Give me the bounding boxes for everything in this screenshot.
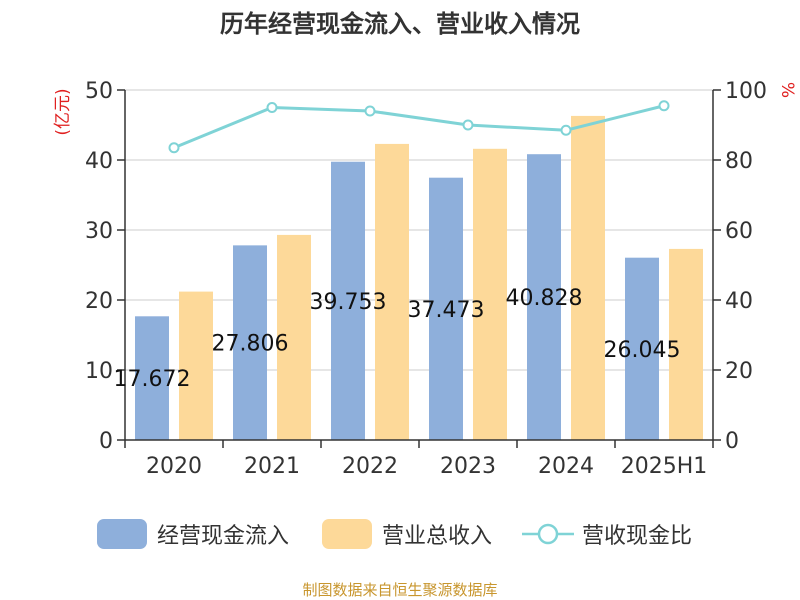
x-tick-label: 2025H1 (621, 454, 708, 479)
x-tick-label: 2020 (146, 454, 202, 479)
data-label-cash-inflow: 17.672 (114, 367, 191, 392)
bar-cash-inflow (331, 161, 365, 440)
y-left-tick-label: 0 (99, 429, 113, 454)
legend-item-revenue[interactable]: 营业总收入 (322, 518, 492, 550)
data-label-cash-inflow: 40.828 (506, 286, 583, 311)
bar-cash-inflow (233, 245, 267, 440)
y-right-axis-label: % (777, 82, 797, 98)
y-left-tick-label: 50 (85, 79, 113, 104)
x-tick-label: 2023 (440, 454, 496, 479)
legend-label-cash-inflow: 经营现金流入 (157, 524, 290, 549)
bar-cash-inflow (429, 177, 463, 440)
ratio-point (658, 100, 670, 112)
x-tick-label: 2021 (244, 454, 300, 479)
legend-item-ratio[interactable]: 营收现金比 (522, 518, 692, 550)
x-tick-label: 2024 (538, 454, 594, 479)
x-tick-label: 2022 (342, 454, 398, 479)
legend-item-cash-inflow[interactable]: 经营现金流入 (97, 518, 289, 550)
legend-line-icon (522, 523, 574, 545)
data-label-cash-inflow: 26.045 (604, 338, 681, 363)
data-label-cash-inflow: 39.753 (310, 290, 387, 315)
chart-title: 历年经营现金流入、营业收入情况 (220, 10, 580, 38)
legend-label-ratio: 营收现金比 (582, 524, 693, 549)
source-note: 制图数据来自恒生聚源数据库 (302, 581, 498, 599)
y-left-tick-label: 40 (85, 149, 113, 174)
bar-revenue (179, 291, 213, 440)
bar-cash-inflow (625, 257, 659, 440)
ratio-point (560, 124, 572, 136)
bar-revenue (669, 248, 703, 440)
ratio-line (173, 104, 665, 150)
y-right-tick-label: 100 (725, 79, 767, 104)
bar-revenue (375, 143, 409, 440)
data-label-cash-inflow: 27.806 (212, 332, 289, 357)
y-left-axis-label: (亿元) (53, 88, 73, 135)
y-left-tick-label: 20 (85, 289, 113, 314)
y-right-tick-label: 40 (725, 289, 753, 314)
ratio-point (364, 105, 376, 117)
bar-revenue (277, 234, 311, 440)
bar-cash-inflow (135, 316, 169, 440)
y-left-tick-label: 10 (85, 359, 113, 384)
ratio-point (462, 119, 474, 131)
legend-swatch-revenue (322, 519, 372, 549)
y-right-tick-label: 0 (725, 429, 739, 454)
bar-revenue (473, 148, 507, 441)
y-right-tick-label: 20 (725, 359, 753, 384)
y-left-tick-label: 30 (85, 219, 113, 244)
ratio-point (266, 102, 278, 113)
data-label-cash-inflow: 37.473 (408, 298, 485, 323)
y-right-tick-label: 60 (725, 219, 753, 244)
legend-label-revenue: 营业总收入 (382, 524, 493, 549)
legend-swatch-cash-inflow (97, 519, 147, 549)
bar-revenue (571, 115, 605, 441)
ratio-point (168, 142, 180, 154)
y-right-tick-label: 80 (725, 149, 753, 174)
bar-cash-inflow (527, 154, 561, 441)
